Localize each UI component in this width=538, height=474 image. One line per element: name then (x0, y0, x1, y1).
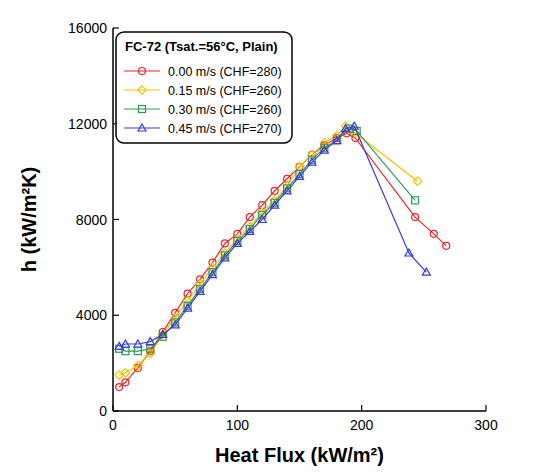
data-point (271, 187, 278, 194)
data-point (333, 137, 341, 144)
data-point (196, 287, 204, 294)
data-point (146, 338, 154, 345)
x-tick-label: 200 (350, 417, 374, 433)
legend-label: 0.45 m/s (CHF=270) (168, 122, 282, 136)
data-point (246, 227, 254, 234)
x-tick (361, 405, 362, 411)
x-tick-label: 0 (109, 417, 117, 433)
data-point (320, 146, 328, 153)
y-tick (113, 219, 119, 220)
legend-box (116, 32, 292, 143)
series-line (119, 133, 446, 387)
legend-line (124, 89, 160, 90)
data-point (271, 201, 279, 208)
data-point (116, 384, 123, 391)
x-axis-label: Heat Flux (kW/m²) (215, 444, 384, 466)
data-point (134, 348, 141, 355)
legend-label: 0.15 m/s (CHF=260) (168, 84, 282, 98)
data-point (342, 125, 350, 132)
data-point (221, 254, 229, 261)
data-point (283, 187, 291, 194)
data-point (412, 197, 419, 204)
legend-line (124, 127, 160, 128)
data-point (134, 361, 142, 369)
data-point (258, 216, 266, 223)
legend-label: 0.00 m/s (CHF=280) (168, 65, 282, 79)
data-point (422, 268, 430, 275)
y-tick-label: 8000 (76, 212, 107, 228)
y-tick (113, 315, 119, 316)
data-point (122, 379, 129, 386)
data-point (350, 122, 358, 129)
x-tick (237, 405, 238, 411)
legend-marker (139, 106, 146, 113)
data-point (308, 158, 316, 165)
data-point (134, 340, 142, 347)
legend-line (124, 108, 160, 109)
plot-area (115, 122, 450, 391)
data-point (147, 345, 154, 352)
x-tick-label: 100 (226, 417, 250, 433)
data-point (208, 271, 216, 278)
legend-marker (139, 68, 146, 75)
data-point (221, 240, 228, 247)
data-point (121, 369, 129, 377)
data-point (430, 230, 437, 237)
series-line (119, 126, 426, 346)
legend-marker (138, 124, 146, 131)
legend-marker (138, 86, 146, 94)
data-point (443, 242, 450, 249)
series-line (119, 126, 417, 375)
data-point (233, 239, 241, 246)
x-tick-label: 300 (474, 417, 498, 433)
data-point (405, 249, 413, 256)
y-tick-label: 12000 (68, 116, 107, 132)
data-point (412, 214, 419, 221)
data-point (413, 177, 421, 185)
legend-line (124, 70, 160, 71)
data-point (159, 330, 167, 337)
chart: 0 100 200 300 0 4000 8000 12000 16000 Heat Flux (… (0, 0, 538, 474)
data-point (184, 304, 192, 311)
legend-title: FC-72 (Tsat.=56°C, Plain) (125, 39, 278, 54)
y-tick (113, 410, 119, 411)
data-point (121, 340, 129, 347)
y-tick (113, 27, 119, 28)
data-point (246, 214, 253, 221)
data-point (171, 321, 179, 328)
series-line (119, 129, 415, 352)
data-point (296, 172, 304, 179)
y-axis-label: h (kW/m²K) (18, 167, 40, 273)
legend-label: 0.30 m/s (CHF=260) (168, 103, 282, 117)
x-axis (113, 410, 486, 412)
y-tick-label: 0 (99, 403, 107, 419)
x-tick (112, 405, 113, 411)
x-tick (485, 405, 486, 411)
y-tick-label: 4000 (76, 307, 107, 323)
y-tick-label: 16000 (68, 20, 107, 36)
